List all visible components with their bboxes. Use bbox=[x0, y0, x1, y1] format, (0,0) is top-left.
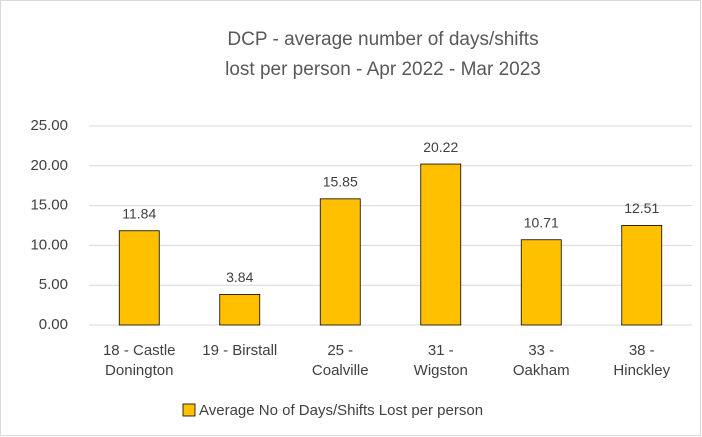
x-tick-label: 33 - Oakham bbox=[512, 342, 570, 379]
legend-swatch bbox=[182, 403, 196, 417]
x-tick-label: 25 - Coalville bbox=[311, 342, 369, 379]
chart-title: DCP - average number of days/shifts bbox=[227, 29, 538, 50]
bar bbox=[621, 225, 663, 326]
y-tick-label: 0.00 bbox=[39, 316, 68, 333]
bar bbox=[420, 163, 462, 326]
data-label: 12.51 bbox=[624, 200, 659, 216]
x-tick-label: 18 - Castle Donington bbox=[102, 342, 176, 379]
data-label: 15.85 bbox=[323, 174, 358, 190]
data-label: 10.71 bbox=[524, 214, 559, 230]
chart-title: lost per person - Apr 2022 - Mar 2023 bbox=[225, 59, 541, 80]
x-tick-label: 19 - Birstall bbox=[202, 342, 278, 359]
y-tick-label: 5.00 bbox=[39, 276, 68, 293]
bar bbox=[319, 198, 361, 326]
y-tick-label: 25.00 bbox=[30, 117, 68, 134]
data-label: 3.84 bbox=[226, 269, 253, 285]
data-label: 11.84 bbox=[122, 205, 156, 221]
bar bbox=[520, 239, 562, 326]
y-tick-label: 20.00 bbox=[30, 157, 68, 174]
data-label: 20.22 bbox=[423, 139, 458, 155]
x-tick-label: 31 - Wigston bbox=[413, 342, 468, 379]
legend-label: Average No of Days/Shifts Lost per perso… bbox=[199, 402, 483, 419]
bar bbox=[219, 294, 261, 326]
y-tick-label: 15.00 bbox=[30, 197, 68, 214]
bar bbox=[118, 230, 160, 326]
x-tick-label: 38 - Hinckley bbox=[613, 342, 671, 379]
y-tick-label: 10.00 bbox=[30, 236, 68, 253]
